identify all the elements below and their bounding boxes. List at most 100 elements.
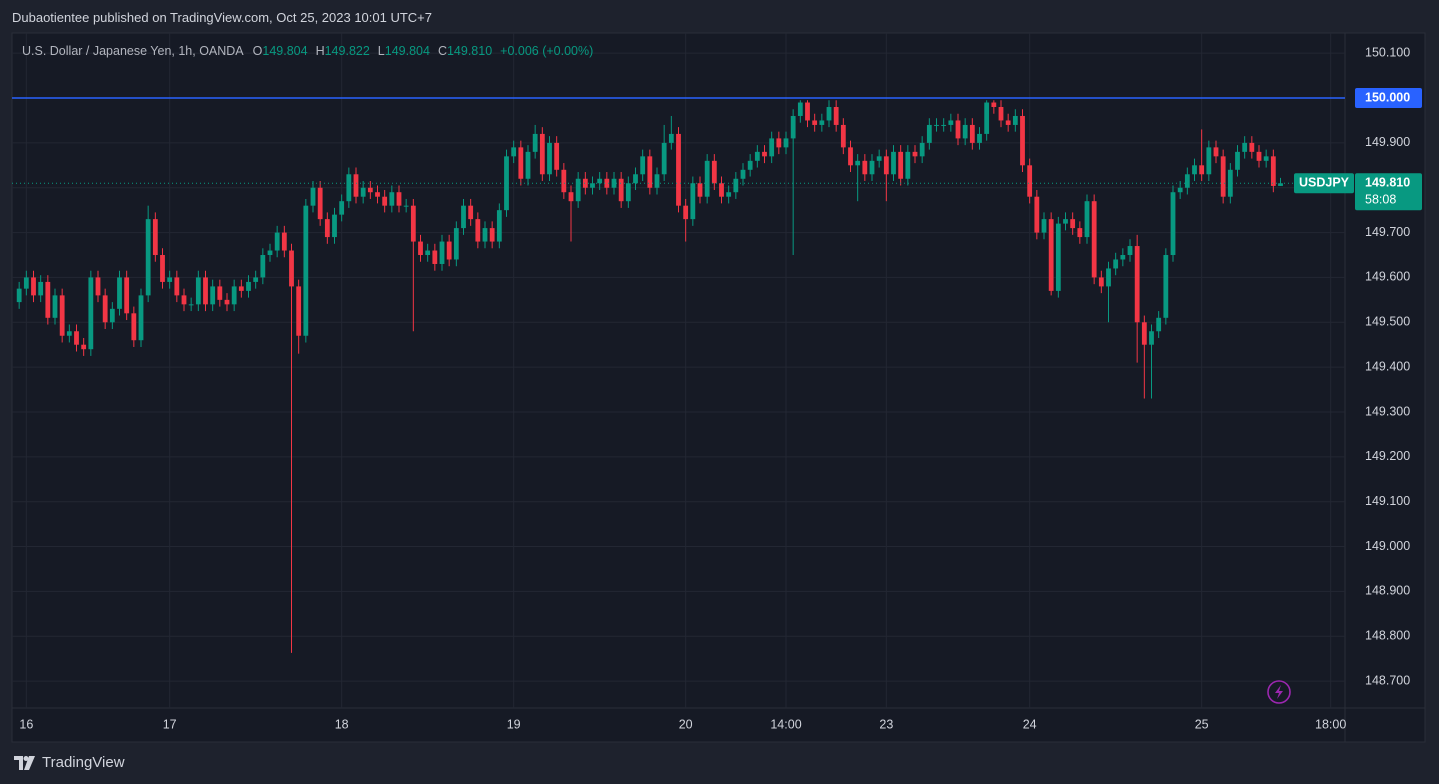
last-price-bg	[1355, 173, 1422, 211]
candle-body	[876, 156, 882, 161]
candle-body	[396, 192, 402, 206]
candle-body	[934, 124, 939, 126]
x-tick-label: 14:00	[770, 717, 801, 731]
candle-body	[66, 331, 72, 336]
symbol-title: U.S. Dollar / Japanese Yen, 1h, OANDA	[22, 44, 244, 58]
candle-body	[855, 160, 861, 166]
candle-body	[883, 156, 889, 175]
y-tick-label: 148.700	[1365, 673, 1410, 687]
candle-body	[88, 277, 94, 350]
candle-body	[1141, 322, 1147, 345]
candle-body	[138, 295, 144, 341]
candle-body	[668, 133, 674, 143]
y-tick-label: 149.000	[1365, 539, 1410, 553]
candle-body	[432, 250, 438, 264]
candle-body	[547, 142, 552, 175]
candle-body	[102, 295, 108, 323]
candle-body	[1077, 228, 1083, 238]
candle-body	[468, 205, 474, 220]
candle-body	[238, 286, 244, 291]
candle-body	[124, 277, 130, 314]
candle-body	[1055, 223, 1061, 291]
candle-body	[310, 187, 316, 206]
last-price-label: 149.810	[1365, 176, 1410, 190]
candle-body	[676, 133, 681, 206]
candle-body	[353, 174, 359, 197]
candle-body	[210, 286, 216, 305]
candle-body	[790, 115, 796, 139]
candle-body	[1206, 147, 1212, 175]
alert-icon[interactable]	[1267, 680, 1291, 704]
x-tick-label: 23	[879, 717, 893, 731]
candle-body	[1012, 115, 1018, 125]
legend-header: U.S. Dollar / Japanese Yen, 1h, OANDA O 14…	[22, 44, 601, 58]
candle-body	[446, 241, 452, 260]
y-tick-label: 149.700	[1365, 225, 1410, 239]
candle-body	[740, 169, 746, 179]
candle-body	[1184, 174, 1190, 188]
candle-body	[1242, 142, 1248, 152]
candle-body	[661, 142, 667, 175]
candle-body	[991, 102, 997, 108]
candle-body	[754, 151, 760, 161]
candle-body	[131, 313, 137, 341]
candle-body	[418, 241, 423, 256]
x-tick-label: 25	[1195, 717, 1209, 731]
candle-body	[324, 219, 330, 238]
candle-body	[1106, 268, 1111, 287]
symbol-label-bg	[1294, 173, 1354, 194]
candle-body	[1027, 165, 1033, 197]
candle-body	[848, 147, 853, 166]
candle-body	[74, 331, 79, 345]
candle-body	[81, 344, 87, 350]
candle-body	[1034, 196, 1040, 233]
candle-body	[167, 277, 173, 282]
x-tick-label: 20	[679, 717, 693, 731]
y-tick-label: 148.800	[1365, 629, 1410, 643]
ohlc-value: 149.822	[324, 44, 370, 58]
candle-body	[45, 281, 51, 318]
candle-body	[23, 277, 29, 289]
candle-body	[117, 277, 122, 309]
candle-body	[346, 174, 352, 202]
candle-body	[181, 295, 187, 305]
candle-body	[367, 187, 373, 193]
change-value: +0.006 (+0.00%)	[500, 44, 594, 58]
candle-body	[762, 151, 767, 157]
candle-body	[625, 183, 631, 202]
candle-body	[339, 201, 345, 215]
candle-body	[604, 178, 610, 188]
y-tick-label: 149.100	[1365, 494, 1410, 508]
candle-body	[905, 151, 911, 179]
candle-body	[747, 160, 753, 170]
candle-body	[633, 174, 638, 184]
candle-body	[977, 133, 982, 143]
candle-body	[482, 228, 488, 242]
candle-body	[317, 187, 323, 220]
candle-body	[224, 299, 230, 305]
x-tick-label: 19	[507, 717, 521, 731]
candle-body	[941, 124, 947, 126]
footer-text: TradingView	[42, 754, 125, 771]
candle-body	[898, 151, 904, 179]
candle-body	[1163, 255, 1169, 318]
candle-body	[955, 120, 961, 139]
candle-body	[919, 142, 925, 157]
candle-body	[1192, 165, 1197, 175]
candle-body	[1048, 219, 1054, 291]
candle-body	[611, 178, 617, 188]
candle-body	[640, 156, 646, 175]
candle-body	[1278, 183, 1283, 186]
candle-body	[926, 124, 932, 143]
candle-body	[496, 210, 502, 242]
candle-body	[998, 107, 1004, 121]
hline-label-bg	[1355, 88, 1422, 109]
x-tick-label: 24	[1023, 717, 1037, 731]
candle-body	[683, 205, 689, 220]
y-tick-label: 149.300	[1365, 404, 1410, 418]
candle-body	[52, 295, 58, 318]
candle-body	[719, 183, 724, 197]
candle-body	[525, 151, 531, 179]
candle-body	[382, 196, 388, 206]
